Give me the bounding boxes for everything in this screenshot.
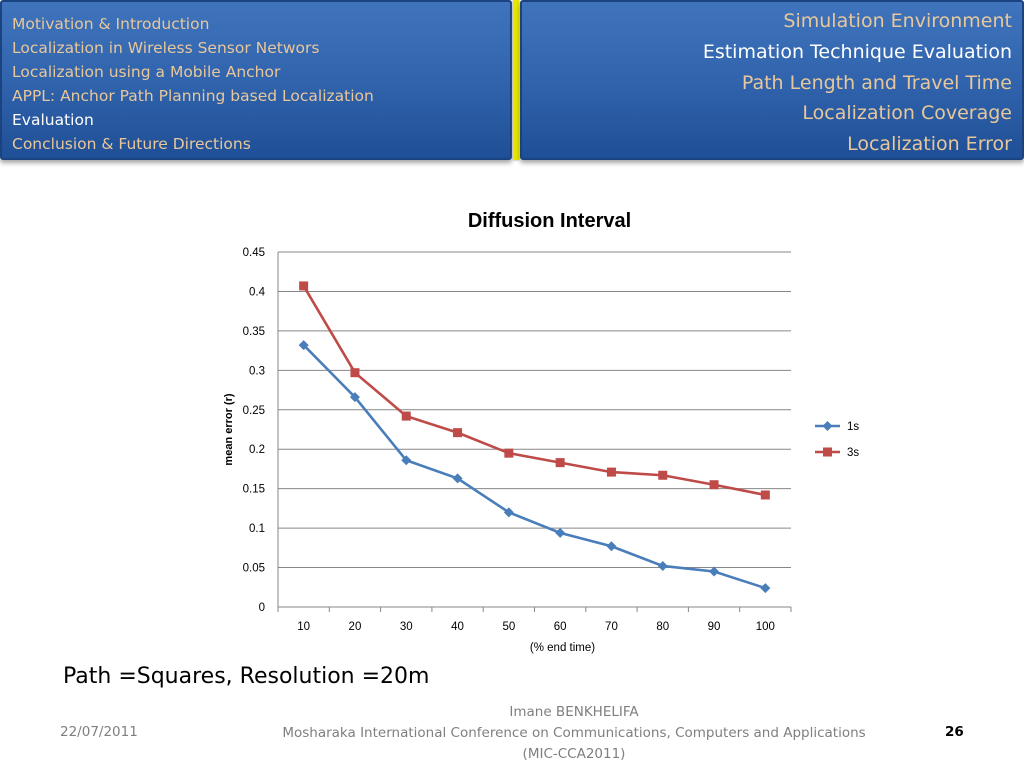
data-point-3s-8 <box>709 480 719 490</box>
y-tick-label-5: 0.25 <box>243 405 265 417</box>
data-point-1s-9 <box>760 583 771 594</box>
nav-section-4[interactable]: Evaluation <box>12 111 94 129</box>
x-tick-label-9: 100 <box>756 621 775 633</box>
nav-subsection-4[interactable]: Localization Error <box>847 133 1012 156</box>
data-point-3s-9 <box>760 490 770 500</box>
x-tick-label-6: 70 <box>605 621 618 633</box>
y-tick-label-2: 0.1 <box>249 523 265 535</box>
data-point-1s-4 <box>503 507 514 518</box>
data-point-3s-4 <box>504 448 514 458</box>
x-tick-label-7: 80 <box>656 621 669 633</box>
nav-panel-subsections: Simulation Environment Estimation Techniq… <box>520 0 1024 160</box>
footer-conference-short: (MIC-CCA2011) <box>522 746 626 762</box>
y-tick-label-1: 0.05 <box>243 563 265 575</box>
y-tick-label-4: 0.2 <box>249 444 265 456</box>
data-point-3s-2 <box>401 411 411 421</box>
nav-section-0[interactable]: Motivation & Introduction <box>12 15 210 33</box>
y-tick-label-9: 0.45 <box>243 247 265 259</box>
data-point-1s-3 <box>452 473 463 484</box>
y-tick-label-8: 0.4 <box>249 286 266 298</box>
data-point-1s-6 <box>606 541 617 552</box>
data-point-1s-5 <box>555 527 566 538</box>
x-tick-label-2: 30 <box>400 621 413 633</box>
series-line-3s <box>302 285 766 497</box>
data-point-3s-0 <box>299 281 309 291</box>
nav-section-1[interactable]: Localization in Wireless Sensor Networs <box>12 39 320 57</box>
data-point-1s-2 <box>401 455 412 466</box>
data-point-3s-3 <box>453 428 463 438</box>
nav-subsection-3[interactable]: Localization Coverage <box>802 102 1012 125</box>
footer-date: 22/07/2011 <box>60 724 138 740</box>
y-tick-label-0: 0 <box>259 602 265 614</box>
nav-section-3[interactable]: APPL: Anchor Path Planning based Localiz… <box>12 87 374 105</box>
nav-panel-sections: Motivation & Introduction Localization in… <box>0 0 512 160</box>
y-tick-label-7: 0.35 <box>243 326 265 338</box>
y-axis-label: mean error (r) <box>223 393 235 465</box>
legend-marker-3s <box>823 447 832 457</box>
data-point-1s-1 <box>349 392 360 403</box>
data-point-3s-6 <box>606 467 616 477</box>
data-point-1s-0 <box>298 340 309 351</box>
chart-title: Diffusion Interval <box>468 210 631 232</box>
legend-label-3s: 3s <box>847 447 859 459</box>
nav-section-2[interactable]: Localization using a Mobile Anchor <box>12 63 281 81</box>
footer-conference: Imane BENKHELIFA Mosharaka International… <box>240 702 908 765</box>
legend-label-1s: 1s <box>847 421 859 433</box>
x-tick-label-1: 20 <box>349 621 362 633</box>
data-point-1s-8 <box>709 566 720 577</box>
y-tick-label-6: 0.3 <box>249 365 265 377</box>
y-tick-label-3: 0.15 <box>243 484 265 496</box>
data-point-1s-7 <box>657 560 668 571</box>
x-tick-label-0: 10 <box>297 621 310 633</box>
x-tick-label-5: 60 <box>554 621 567 633</box>
nav-section-5[interactable]: Conclusion & Future Directions <box>12 135 251 153</box>
series-line-1s <box>302 344 766 590</box>
footer-author: Imane BENKHELIFA <box>509 704 639 720</box>
footer-conference-name: Mosharaka International Conference on Co… <box>282 725 866 741</box>
slide-caption: Path =Squares, Resolution =20m <box>63 664 430 689</box>
x-tick-label-3: 40 <box>451 621 464 633</box>
legend-marker-1s <box>822 421 833 431</box>
data-point-3s-1 <box>350 368 360 378</box>
x-tick-label-4: 50 <box>502 621 515 633</box>
data-point-3s-7 <box>658 470 668 480</box>
page-number: 26 <box>945 724 964 740</box>
nav-subsection-2[interactable]: Path Length and Travel Time <box>741 71 1012 94</box>
x-axis-label: (% end time) <box>530 642 595 654</box>
data-point-3s-5 <box>555 458 565 468</box>
nav-subsection-0[interactable]: Simulation Environment <box>783 10 1012 32</box>
x-tick-label-8: 90 <box>708 621 721 633</box>
nav-separator <box>513 0 519 160</box>
nav-subsection-1[interactable]: Estimation Technique Evaluation <box>702 40 1012 63</box>
